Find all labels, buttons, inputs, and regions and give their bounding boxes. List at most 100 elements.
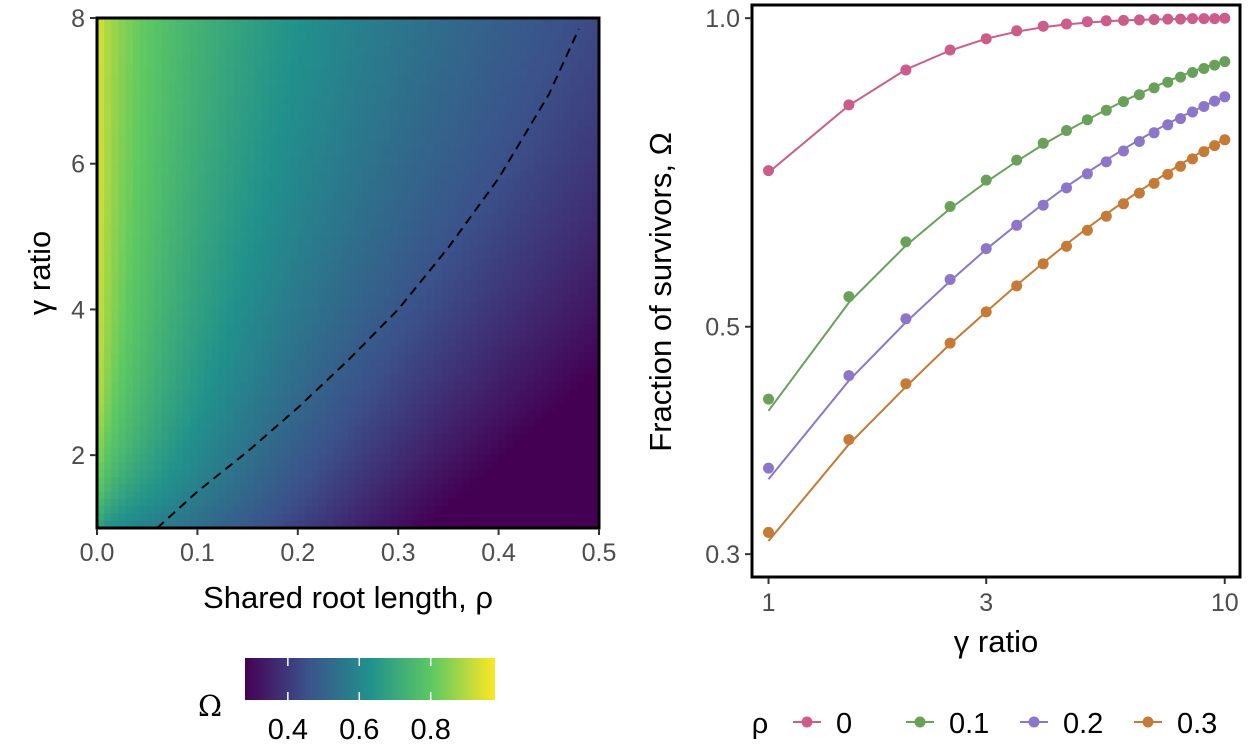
heatmap-cell [534,396,543,405]
heatmap-cell [269,141,277,150]
heatmap-cell [405,520,414,528]
heatmap-cell [204,258,213,267]
heatmap-cell [491,331,500,340]
heatmap-cell [218,112,227,121]
heatmap-cell [383,134,392,143]
heatmap-cell [269,491,277,500]
heatmap-cell [462,141,471,150]
heatmap-cell [104,156,112,165]
heatmap-cell [333,54,342,63]
heatmap-cell [233,229,242,238]
heatmap-cell [426,192,435,201]
heatmap-cell [369,506,378,515]
heatmap-cell [312,120,320,128]
heatmap-cell [140,178,148,187]
heatmap-cell [290,83,299,92]
heatmap-cell [175,309,184,318]
heatmap-cell [304,324,313,332]
heatmap-cell [548,338,557,347]
heatmap-cell [563,469,571,478]
heatmap-cell [455,149,464,158]
heatmap-cell [197,39,206,48]
heatmap-cell [534,316,543,325]
heatmap-cell [541,411,550,420]
heatmap-cell [168,156,177,165]
heatmap-cell [348,39,356,48]
heatmap-cell [140,426,148,434]
heatmap-cell [412,83,421,92]
heatmap-cell [247,382,256,391]
heatmap-cell [491,251,500,260]
heatmap-cell [563,411,571,420]
heatmap-cell [147,404,155,413]
heatmap-cell [333,112,342,121]
heatmap-cell [140,192,148,201]
heatmap-cell [161,345,170,354]
heatmap-cell [398,229,406,238]
heatmap-cell [398,455,406,464]
heatmap-cell [563,54,571,63]
heatmap-cell [548,324,557,332]
heatmap-cell [434,491,442,500]
heatmap-cell [269,222,277,230]
data-point-rho-0.2 [1081,168,1093,180]
heatmap-cell [132,294,141,303]
heatmap-cell [283,185,292,194]
heatmap-cell [426,200,435,209]
heatmap-cell [369,69,378,77]
heatmap-cell [455,39,464,48]
heatmap-cell [391,112,399,121]
heatmap-cell [333,345,342,354]
heatmap-cell [555,506,564,515]
heatmap-cell [541,309,550,318]
heatmap-cell [398,214,406,223]
heatmap-cell [147,302,155,311]
heatmap-cell [505,462,514,471]
heatmap-cell [369,229,378,238]
heatmap-cell [484,47,493,56]
heatmap-cell [197,243,206,252]
heatmap-cell [455,287,464,296]
heatmap-cell [448,491,457,500]
heatmap-cell [104,280,112,289]
heatmap-cell [355,498,363,507]
heatmap-cell [211,331,220,340]
heatmap-cell [548,367,557,376]
heatmap-cell [111,404,120,413]
heatmap-cell [125,426,134,434]
heatmap-cell [570,302,579,311]
heatmap-cell [491,309,500,318]
heatmap-cell [563,156,571,165]
heatmap-cell [111,506,120,515]
heatmap-cell [140,98,148,107]
heatmap-cell [204,287,213,296]
heatmap-cell [469,367,478,376]
heatmap-cell [125,236,134,245]
heatmap-cell [333,469,342,478]
heatmap-cell [290,520,299,528]
heatmap-cell [154,32,163,41]
heatmap-cell [104,112,112,121]
heatmap-cell [419,214,428,223]
heatmap-cell [441,469,449,478]
heatmap-cell [412,18,421,26]
heatmap-cell [326,280,335,289]
heatmap-cell [455,222,464,230]
heatmap-cell [555,265,564,274]
heatmap-cell [247,200,256,209]
heatmap-cell [197,207,206,216]
heatmap-cell [383,287,392,296]
heatmap-cell [383,163,392,172]
heatmap-cell [376,287,385,296]
heatmap-cell [125,251,134,260]
heatmap-cell [161,367,170,376]
heatmap-cell [218,294,227,303]
heatmap-cell [218,207,227,216]
heatmap-cell [304,338,313,347]
heatmap-cell [469,477,478,485]
heatmap-cell [247,418,256,427]
heatmap-cell [563,389,571,398]
heatmap-cell [168,200,177,209]
heatmap-cell [97,433,105,442]
heatmap-cell [348,90,356,99]
